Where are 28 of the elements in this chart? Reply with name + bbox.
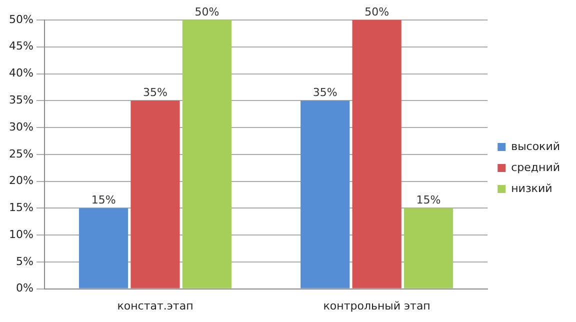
data-label: 15% — [416, 194, 441, 207]
data-label: 50% — [194, 5, 220, 18]
bar — [404, 208, 454, 288]
data-label: 15% — [91, 194, 116, 207]
y-tick-label: 5% — [16, 254, 34, 268]
legend-label: высокий — [511, 140, 560, 153]
y-tick-label: 25% — [8, 147, 34, 160]
x-tick-label: констат.этап — [117, 299, 194, 312]
legend-label: средний — [511, 160, 560, 174]
y-tick-label: 20% — [8, 174, 34, 188]
y-tick-label: 50% — [8, 12, 34, 26]
bar — [300, 100, 350, 288]
legend-label: низкий — [511, 182, 552, 195]
y-tick-label: 10% — [8, 228, 34, 241]
y-tick-label: 0% — [16, 282, 34, 295]
bar — [352, 20, 402, 288]
bar — [130, 100, 180, 288]
bar — [182, 20, 232, 288]
y-tick-label: 15% — [8, 201, 34, 214]
data-label: 50% — [364, 5, 390, 18]
data-label: 35% — [143, 86, 168, 99]
y-tick-label: 45% — [8, 40, 34, 53]
y-tick-label: 35% — [8, 94, 34, 106]
y-tick-label: 40% — [8, 66, 34, 80]
bar — [78, 208, 128, 288]
x-tick-label: контрольный этап — [323, 299, 430, 312]
y-tick-label: 30% — [8, 120, 34, 134]
data-label: 35% — [312, 86, 338, 99]
